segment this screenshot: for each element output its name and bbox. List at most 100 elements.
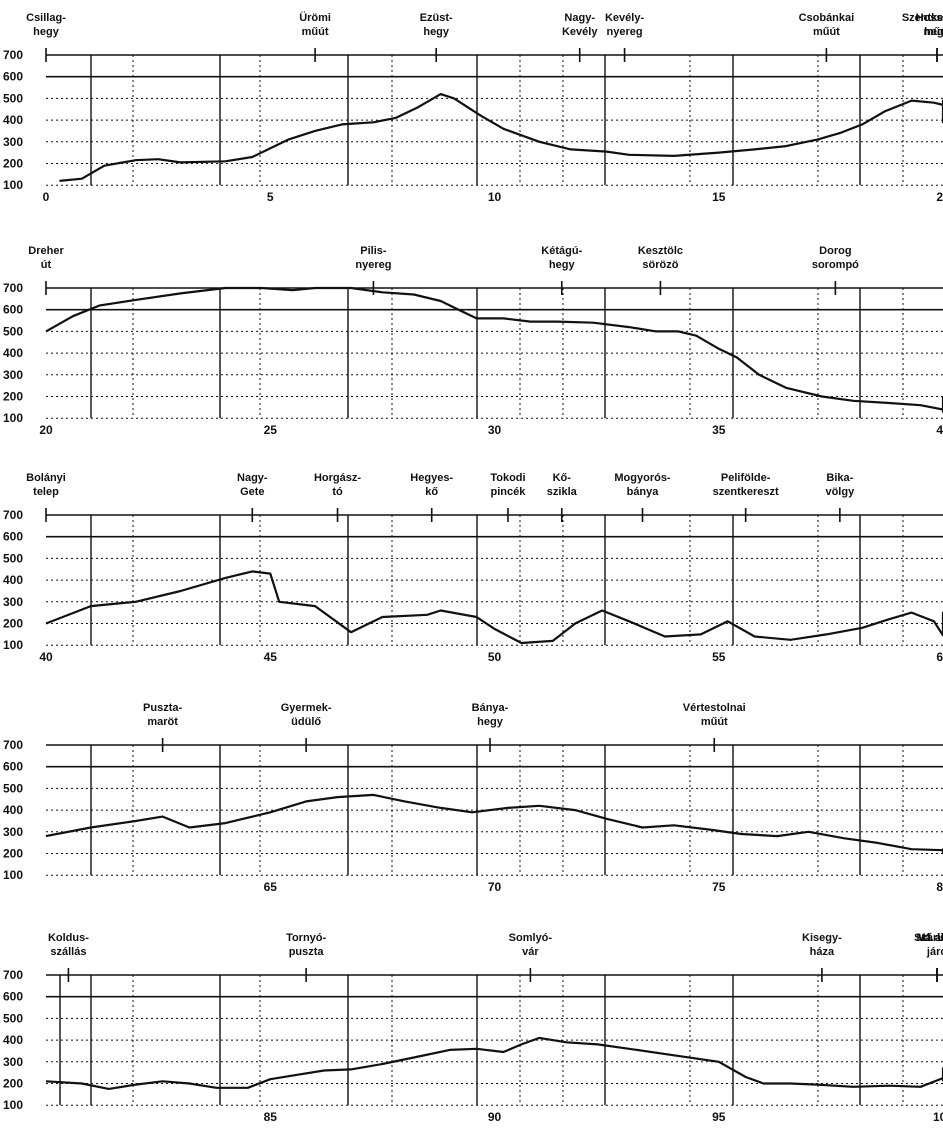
km-tick-label: 40 (39, 650, 53, 664)
waypoint-label: hegy (924, 26, 943, 38)
waypoint-label: Szárliget (914, 932, 943, 944)
waypoint-label: Ezüst- (420, 12, 453, 24)
km-tick-label: 0 (43, 190, 50, 204)
waypoint-label: Bika- (826, 472, 853, 484)
waypoint-label: Kisegy- (802, 932, 842, 944)
waypoint-label: hegy (33, 26, 60, 38)
elevation-panel-2: 700 600 500 400 300 200 100 20 25 30 35 40 Dreher út P… (3, 245, 943, 437)
waypoint-label: Hosszú- (916, 12, 943, 24)
km-tick-label: 35 (712, 423, 726, 437)
waypoint-label: Dreher (28, 245, 64, 257)
waypoint-label: Horgász- (314, 472, 361, 484)
waypoint-label: szentkereszt (713, 486, 779, 498)
km-tick-label: 50 (488, 650, 502, 664)
waypoint-label: Puszta- (143, 702, 182, 714)
waypoint-label: sörözö (642, 259, 678, 271)
waypoint-label: bánya (627, 486, 660, 498)
y-tick-label: 700 (3, 281, 23, 295)
y-tick-label: 200 (3, 390, 23, 404)
y-tick-label: 300 (3, 1055, 23, 1069)
y-tick-label: 400 (3, 113, 23, 127)
waypoint-label: Kő- (553, 472, 572, 484)
y-tick-label: 300 (3, 825, 23, 839)
waypoint-label: Pelifölde- (721, 472, 771, 484)
waypoint-label: Bolányi (26, 472, 66, 484)
waypoint-label: Kesztölc (638, 245, 683, 257)
waypoint-label: puszta (289, 946, 325, 958)
y-tick-label: 200 (3, 1077, 23, 1091)
waypoint-label: Gete (240, 486, 264, 498)
waypoint-label: Nagy- (237, 472, 268, 484)
km-tick-label: 15 (712, 190, 726, 204)
elevation-line (45, 570, 943, 645)
waypoint-label: műút (924, 26, 943, 38)
km-tick-label: 60 (936, 650, 943, 664)
waypoint-label: Csobánkai (799, 12, 855, 24)
y-tick-label: 300 (3, 595, 23, 609)
waypoint-label: Ürömi (299, 11, 331, 24)
waypoint-label: tó (332, 486, 343, 498)
waypoint-label: Tokodi (490, 472, 525, 484)
waypoint-label: nyereg (607, 26, 643, 38)
y-tick-label: 400 (3, 803, 23, 817)
y-tick-label: 200 (3, 157, 23, 171)
waypoint-label: Gyermek- (281, 702, 332, 714)
km-tick-label: 40 (936, 423, 943, 437)
y-tick-label: 300 (3, 368, 23, 382)
y-tick-label: 500 (3, 1011, 23, 1025)
waypoint-label: kő (425, 486, 438, 498)
waypoint-label: vá. isk. (919, 932, 943, 944)
waypoint-label: Dorog (819, 245, 851, 257)
waypoint-label: Vértestolnai (683, 702, 746, 714)
waypoint-label: völgy (825, 486, 855, 498)
km-tick-label: 10 (488, 190, 502, 204)
waypoint-label: Pilis- (360, 245, 387, 257)
y-tick-label: 100 (3, 411, 23, 425)
waypoint-label: sorompó (812, 259, 859, 271)
y-tick-label: 700 (3, 508, 23, 522)
waypoint-label: Kevély (562, 26, 598, 38)
waypoint-label: Somlyó- (509, 932, 553, 944)
km-tick-label: 70 (488, 880, 502, 894)
y-tick-label: 400 (3, 1033, 23, 1047)
waypoint-label: hegy (423, 26, 450, 38)
y-tick-label: 100 (3, 1098, 23, 1112)
y-tick-label: 100 (3, 868, 23, 882)
y-tick-label: 100 (3, 638, 23, 652)
waypoint-label: háza (810, 946, 835, 958)
waypoint-label: Szentkereszti (902, 12, 943, 24)
y-tick-label: 600 (3, 760, 23, 774)
waypoint-label: szikla (547, 486, 578, 498)
waypoint-label: járó (926, 946, 943, 958)
waypoint-label: műút (302, 26, 329, 38)
y-tick-label: 300 (3, 135, 23, 149)
waypoint-label: Nagy- (564, 12, 595, 24)
y-tick-label: 600 (3, 303, 23, 317)
waypoint-label: pincék (491, 486, 527, 498)
waypoint-label: M1 alul- (917, 932, 943, 944)
elevation-panel-1: 700 600 500 400 300 200 100 0 5 10 15 20 Csillag-heg… (3, 11, 943, 204)
waypoint-label: műút (813, 26, 840, 38)
km-tick-label: 45 (264, 650, 278, 664)
km-tick-label: 20 (936, 190, 943, 204)
elevation-panel-5: 700 600 500 400 300 200 100 85 90 95 100 Koldus-szá… (3, 932, 943, 1124)
y-tick-label: 700 (3, 968, 23, 982)
waypoint-label: Kétágú- (541, 245, 582, 257)
waypoint-label: Mogyorós- (614, 472, 671, 484)
elevation-line (45, 793, 943, 854)
y-tick-label: 200 (3, 847, 23, 861)
waypoint-label: szállás (50, 946, 86, 958)
elevation-panel-3: 700 600 500 400 300 200 100 40 45 50 55 60 Bolányi te… (3, 472, 943, 664)
waypoint-label: nyereg (355, 259, 391, 271)
waypoint-label: hegy (549, 259, 576, 271)
km-tick-label: 5 (267, 190, 274, 204)
y-tick-label: 700 (3, 738, 23, 752)
km-tick-label: 95 (712, 1110, 726, 1124)
waypoint-label: műút (701, 716, 728, 728)
y-tick-label: 500 (3, 91, 23, 105)
waypoint-label: hegy (477, 716, 504, 728)
y-tick-label: 500 (3, 324, 23, 338)
elevation-panel-4: 700 600 500 400 300 200 100 65 70 75 80 Puszta-marö… (3, 702, 943, 894)
y-tick-label: 600 (3, 70, 23, 84)
km-tick-label: 85 (264, 1110, 278, 1124)
